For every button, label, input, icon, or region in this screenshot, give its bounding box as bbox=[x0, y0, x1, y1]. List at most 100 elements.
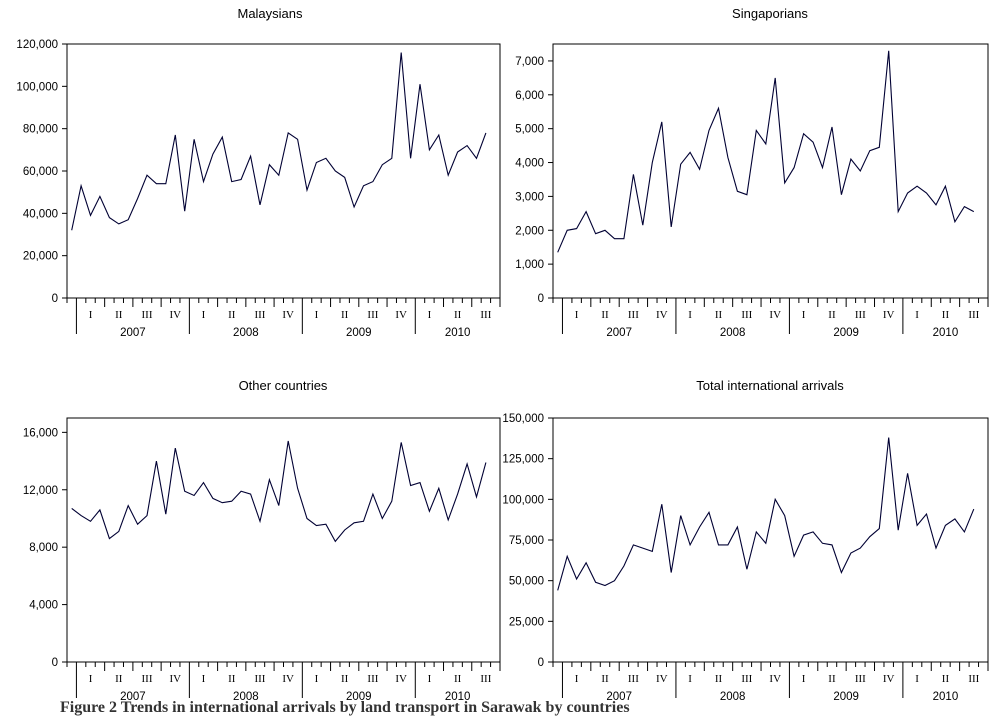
x-quarter-label: I bbox=[89, 309, 93, 321]
chart-title: Other countries bbox=[239, 378, 328, 393]
x-quarter-label: I bbox=[915, 673, 919, 685]
x-quarter-label: I bbox=[688, 309, 692, 321]
x-quarter-label: I bbox=[202, 309, 206, 321]
x-quarter-label: I bbox=[428, 309, 432, 321]
x-quarter-label: II bbox=[228, 309, 236, 321]
x-quarter-label: III bbox=[968, 309, 979, 321]
x-quarter-label: I bbox=[89, 673, 93, 685]
x-year-label: 2007 bbox=[606, 691, 632, 700]
x-quarter-label: II bbox=[228, 673, 236, 685]
y-tick-label: 1,000 bbox=[515, 259, 544, 271]
y-tick-label: 2,000 bbox=[515, 225, 544, 237]
x-quarter-label: I bbox=[428, 673, 432, 685]
x-quarter-label: I bbox=[802, 673, 806, 685]
chart-panel-4: Total international arrivals 0 25,000 50,00… bbox=[502, 378, 989, 700]
x-year-label: 2009 bbox=[833, 691, 859, 700]
series-line bbox=[557, 50, 975, 253]
x-quarter-label: III bbox=[254, 673, 265, 685]
x-quarter-label: I bbox=[575, 673, 579, 685]
series-line bbox=[557, 437, 975, 591]
x-year-label: 2010 bbox=[933, 327, 959, 339]
x-quarter-label: II bbox=[828, 673, 836, 685]
x-quarter-label: IV bbox=[883, 673, 895, 685]
x-quarter-label: I bbox=[575, 309, 579, 321]
chart-title: Total international arrivals bbox=[696, 378, 844, 393]
x-quarter-label: III bbox=[855, 673, 866, 685]
x-quarter-label: IV bbox=[883, 309, 895, 321]
y-tick-label: 60,000 bbox=[23, 166, 58, 178]
y-tick-label: 16,000 bbox=[23, 427, 58, 439]
y-tick-label: 0 bbox=[52, 293, 58, 305]
x-year-label: 2009 bbox=[346, 691, 372, 700]
y-tick-label: 0 bbox=[538, 293, 544, 305]
chart-title: Malaysians bbox=[237, 6, 303, 21]
x-quarter-label: IV bbox=[395, 309, 407, 321]
y-tick-label: 80,000 bbox=[23, 124, 58, 136]
y-tick-label: 120,000 bbox=[16, 39, 58, 51]
x-quarter-label: I bbox=[202, 673, 206, 685]
y-tick-label: 7,000 bbox=[515, 56, 544, 68]
x-quarter-label: III bbox=[367, 673, 378, 685]
x-quarter-label: III bbox=[628, 673, 639, 685]
x-year-label: 2010 bbox=[445, 691, 471, 700]
chart-panel-2: Singaporians 0 1,000 2,000 3,000 4,000 5,000 6,… bbox=[515, 6, 989, 339]
x-year-label: 2010 bbox=[445, 327, 471, 339]
x-quarter-label: IV bbox=[769, 309, 781, 321]
y-tick-label: 0 bbox=[52, 657, 58, 669]
y-tick-label: 3,000 bbox=[515, 191, 544, 203]
plot-frame bbox=[552, 43, 989, 299]
x-quarter-label: I bbox=[688, 673, 692, 685]
y-tick-label: 8,000 bbox=[29, 542, 58, 554]
x-quarter-label: III bbox=[142, 673, 153, 685]
x-quarter-label: IV bbox=[282, 673, 294, 685]
x-quarter-label: II bbox=[115, 673, 123, 685]
x-quarter-label: II bbox=[601, 309, 609, 321]
series-line bbox=[71, 52, 487, 231]
x-quarter-label: II bbox=[341, 309, 349, 321]
x-quarter-label: I bbox=[802, 309, 806, 321]
x-quarter-label: II bbox=[601, 673, 609, 685]
x-quarter-label: III bbox=[741, 673, 752, 685]
x-quarter-label: I bbox=[315, 309, 319, 321]
x-quarter-label: III bbox=[480, 309, 491, 321]
x-quarter-label: IV bbox=[169, 309, 181, 321]
x-quarter-label: II bbox=[942, 309, 950, 321]
x-quarter-label: II bbox=[715, 673, 723, 685]
x-quarter-label: III bbox=[480, 673, 491, 685]
x-quarter-label: III bbox=[367, 309, 378, 321]
x-quarter-label: IV bbox=[282, 309, 294, 321]
series-line bbox=[71, 440, 487, 543]
x-year-label: 2007 bbox=[120, 691, 146, 700]
x-quarter-label: III bbox=[968, 673, 979, 685]
figure: Malaysians 0 20,000 40,000 60,000 80,000 100,0… bbox=[16, 6, 989, 700]
y-tick-label: 5,000 bbox=[515, 124, 544, 136]
x-quarter-label: IV bbox=[169, 673, 181, 685]
x-quarter-label: IV bbox=[395, 673, 407, 685]
plot-frame bbox=[552, 417, 989, 663]
y-tick-label: 125,000 bbox=[502, 454, 544, 466]
y-tick-label: 6,000 bbox=[515, 90, 544, 102]
x-quarter-label: III bbox=[628, 309, 639, 321]
plot-frame bbox=[66, 417, 501, 663]
x-quarter-label: II bbox=[115, 309, 123, 321]
y-tick-label: 100,000 bbox=[502, 494, 544, 506]
chart-panel-1: Malaysians 0 20,000 40,000 60,000 80,000 100,0… bbox=[16, 6, 501, 339]
x-year-label: 2009 bbox=[346, 327, 372, 339]
y-tick-label: 4,000 bbox=[29, 600, 58, 612]
y-tick-label: 12,000 bbox=[23, 485, 58, 497]
x-quarter-label: III bbox=[741, 309, 752, 321]
x-quarter-label: II bbox=[454, 309, 462, 321]
x-year-label: 2010 bbox=[933, 691, 959, 700]
x-year-label: 2008 bbox=[233, 327, 259, 339]
x-year-label: 2007 bbox=[120, 327, 146, 339]
x-quarter-label: II bbox=[942, 673, 950, 685]
y-tick-label: 50,000 bbox=[509, 576, 544, 588]
figure-caption: Figure 2 Trends in international arrival… bbox=[60, 699, 630, 716]
x-year-label: 2009 bbox=[833, 327, 859, 339]
x-quarter-label: III bbox=[142, 309, 153, 321]
x-quarter-label: II bbox=[828, 309, 836, 321]
x-quarter-label: IV bbox=[769, 673, 781, 685]
y-tick-label: 40,000 bbox=[23, 208, 58, 220]
x-quarter-label: IV bbox=[656, 673, 668, 685]
